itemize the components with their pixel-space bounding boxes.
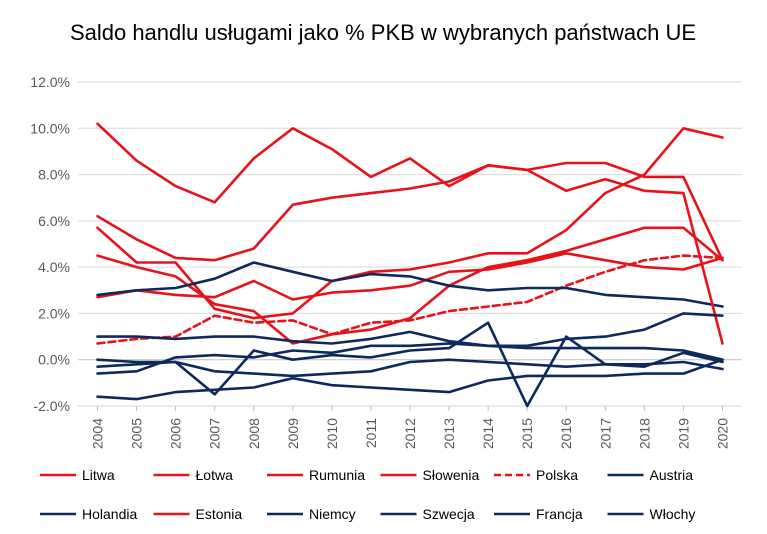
legend-item: Szwecja [380,506,475,522]
x-tick-label: 2015 [519,418,535,449]
legend-item: Rumunia [267,467,365,483]
series-lines [96,122,724,408]
series-line-5 [96,261,724,308]
grid-lines [78,81,742,407]
legend-label: Rumunia [309,467,365,483]
x-tick-label: 2014 [480,418,496,449]
legend-label: Włochy [650,506,696,522]
x-axis-ticks: 2004 2005 2006 2007 2008 2009 2010 2011 2012 2013… [90,406,730,449]
legend-item: Francja [494,506,583,522]
series-line-11 [96,358,724,378]
legend-label: Estonia [196,506,243,522]
series-line-6 [96,342,724,375]
x-tick-label: 2009 [285,418,301,449]
y-tick-label: 8.0% [38,167,70,183]
y-tick-label: 12.0% [30,74,70,90]
x-tick-label: 2007 [207,418,223,449]
series-line-7 [96,122,724,345]
legend-label: Łotwa [196,467,234,483]
x-tick-label: 2019 [675,418,691,449]
y-tick-label: 0.0% [38,352,70,368]
legend-item: Włochy [607,506,696,522]
chart-title: Saldo handlu usługami jako % PKB w wybra… [70,20,696,45]
x-tick-label: 2017 [597,418,613,449]
x-tick-label: 2020 [714,418,730,449]
x-tick-label: 2012 [402,418,418,449]
series-line-2 [96,127,724,320]
legend-item: Austria [607,467,694,483]
x-tick-label: 2010 [324,418,340,449]
x-tick-label: 2008 [246,418,262,449]
x-tick-label: 2018 [636,418,652,449]
series-line-9 [96,312,724,348]
legend-item: Litwa [40,467,115,483]
x-tick-label: 2004 [90,418,106,449]
legend: Litwa Łotwa Rumunia Słowenia Polska Austria Ho… [40,467,695,522]
legend-label: Austria [650,467,694,483]
y-tick-label: 4.0% [38,259,70,275]
legend-label: Słowenia [423,467,480,483]
legend-item: Polska [494,467,578,483]
legend-item: Holandia [40,506,137,522]
x-tick-label: 2016 [558,418,574,449]
legend-item: Łotwa [153,467,234,483]
y-tick-label: 2.0% [38,305,70,321]
series-line-4 [96,254,724,345]
x-tick-label: 2011 [363,418,379,448]
legend-label: Szwecja [423,506,475,522]
x-tick-label: 2013 [441,418,457,449]
legend-item: Słowenia [380,467,480,483]
legend-label: Polska [536,467,578,483]
series-line-3 [96,161,724,262]
legend-item: Estonia [153,506,243,522]
legend-label: Holandia [82,506,137,522]
x-tick-label: 2005 [129,418,145,449]
legend-label: Litwa [82,467,115,483]
x-tick-label: 2006 [168,418,184,449]
y-axis-ticks: -2.0% 0.0% 2.0% 4.0% 6.0% 8.0% 10.0% 12.0% [30,74,70,414]
legend-label: Niemcy [309,506,356,522]
y-tick-label: 10.0% [30,120,70,136]
y-tick-label: 6.0% [38,213,70,229]
legend-label: Francja [536,506,583,522]
y-tick-label: -2.0% [33,398,70,414]
legend-item: Niemcy [267,506,356,522]
series-line-8 [96,358,724,401]
